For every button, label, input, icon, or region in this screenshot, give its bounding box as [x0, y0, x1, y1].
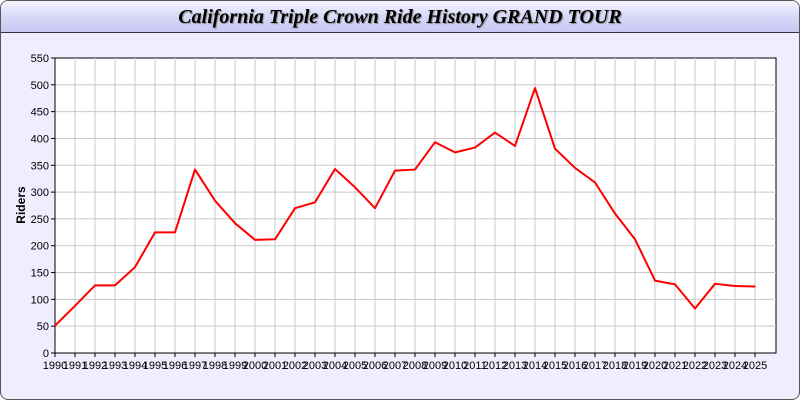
x-tick-label: 2020	[643, 360, 667, 372]
y-axis-label: Riders	[14, 186, 28, 224]
x-tick-label: 2011	[463, 360, 487, 372]
x-tick-label: 2016	[563, 360, 587, 372]
x-tick-label: 2006	[363, 360, 387, 372]
x-tick-label: 2013	[503, 360, 527, 372]
x-tick-label: 2003	[303, 360, 327, 372]
data-point	[594, 181, 596, 184]
x-tick-label: 1997	[183, 360, 207, 372]
data-point	[314, 201, 316, 204]
x-tick-label: 2025	[743, 360, 767, 372]
y-tick-label: 550	[31, 53, 49, 65]
data-point	[614, 212, 616, 215]
data-point	[454, 151, 456, 154]
data-point	[254, 239, 256, 241]
data-point	[654, 279, 656, 282]
data-point	[374, 207, 376, 209]
x-tick-label: 2007	[383, 360, 407, 372]
data-point	[74, 305, 76, 307]
data-point	[494, 131, 496, 134]
data-point	[234, 222, 236, 224]
y-tick-label: 150	[31, 268, 49, 280]
data-point	[174, 231, 176, 234]
data-point	[434, 141, 436, 144]
data-point	[674, 283, 676, 286]
data-point	[574, 167, 576, 169]
grid	[55, 58, 776, 353]
x-tick-label: 2024	[723, 360, 747, 372]
axes: 0501001502002503003504004505005501990199…	[31, 53, 776, 372]
x-tick-label: 1994	[123, 360, 147, 372]
data-point	[554, 147, 556, 150]
data-point	[214, 199, 216, 202]
y-tick-label: 450	[31, 107, 49, 119]
data-point	[514, 145, 516, 147]
data-point	[474, 146, 476, 149]
y-tick-label: 250	[31, 214, 49, 226]
data-point	[634, 238, 636, 241]
y-tick-label: 200	[31, 241, 49, 253]
x-tick-label: 2014	[523, 360, 547, 372]
data-point	[354, 186, 356, 189]
x-tick-label: 1992	[83, 360, 107, 372]
data-point	[114, 284, 116, 287]
x-tick-label: 2017	[583, 360, 607, 372]
x-tick-label: 2004	[323, 360, 347, 372]
x-tick-label: 2009	[423, 360, 447, 372]
x-tick-label: 2018	[603, 360, 627, 372]
x-tick-label: 1999	[223, 360, 247, 372]
x-tick-label: 2022	[683, 360, 707, 372]
x-tick-label: 1990	[43, 360, 67, 372]
x-tick-label: 2008	[403, 360, 427, 372]
data-point	[754, 285, 756, 288]
y-tick-label: 50	[37, 321, 49, 333]
data-point	[334, 168, 336, 170]
y-tick-label: 300	[31, 187, 49, 199]
x-tick-label: 2012	[483, 360, 507, 372]
data-point	[714, 283, 716, 285]
data-point	[54, 324, 56, 327]
data-point	[154, 231, 156, 234]
y-tick-label: 0	[43, 348, 49, 360]
data-point	[734, 285, 736, 287]
data-point	[294, 207, 296, 209]
x-tick-label: 1996	[163, 360, 187, 372]
x-tick-label: 2001	[263, 360, 287, 372]
y-tick-label: 400	[31, 133, 49, 145]
x-tick-label: 1993	[103, 360, 127, 372]
series-line	[54, 87, 756, 327]
chart-title: California Triple Crown Ride History GRA…	[178, 6, 622, 28]
x-tick-label: 2019	[623, 360, 647, 372]
x-tick-label: 2021	[663, 360, 687, 372]
series	[54, 87, 756, 327]
x-tick-label: 2015	[543, 360, 567, 372]
data-point	[194, 168, 196, 171]
data-point	[394, 169, 396, 172]
data-point	[94, 284, 96, 287]
y-tick-label: 500	[31, 80, 49, 92]
x-tick-label: 1995	[143, 360, 167, 372]
data-point	[414, 168, 416, 171]
data-point	[274, 238, 276, 241]
y-tick-label: 350	[31, 160, 49, 172]
x-tick-label: 2002	[283, 360, 307, 372]
data-point	[534, 87, 536, 89]
title-bar: California Triple Crown Ride History GRA…	[1, 1, 799, 33]
data-point	[694, 307, 696, 310]
x-tick-label: 1998	[203, 360, 227, 372]
x-tick-label: 2023	[703, 360, 727, 372]
x-tick-label: 2005	[343, 360, 367, 372]
x-tick-label: 2010	[443, 360, 467, 372]
y-tick-label: 100	[31, 294, 49, 306]
x-tick-label: 1991	[63, 360, 87, 372]
data-point	[134, 266, 136, 268]
x-tick-label: 2000	[243, 360, 267, 372]
